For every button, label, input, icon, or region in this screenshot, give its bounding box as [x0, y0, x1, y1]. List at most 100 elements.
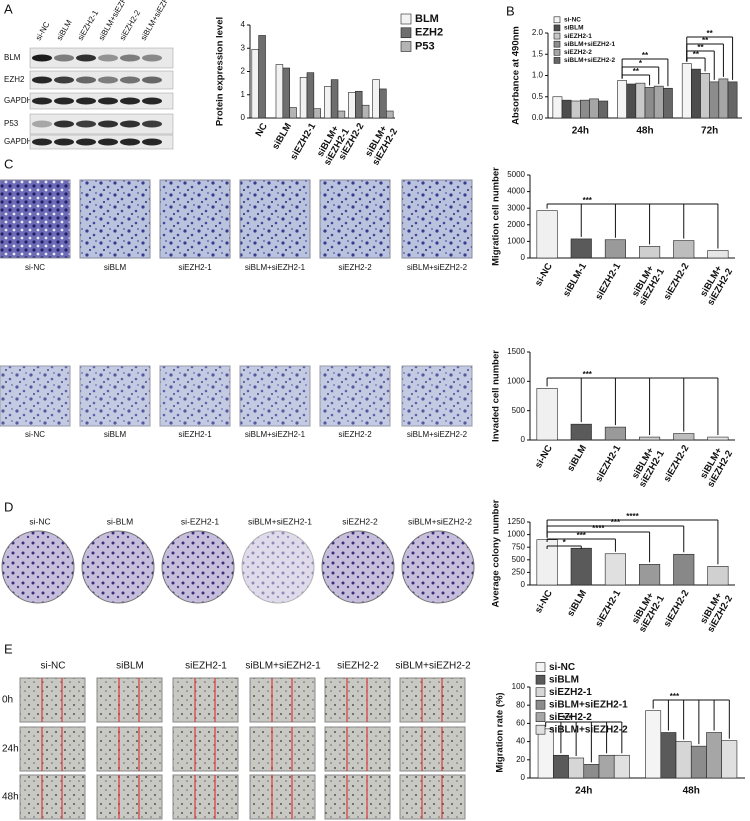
- bar: [552, 754, 569, 779]
- colony-plate: [81, 530, 155, 604]
- legend-label: siBLM+siEZH2-2: [549, 724, 628, 735]
- x-tick-label: siBLM+ siEZH2-2: [696, 443, 735, 489]
- y-tick-label: 1: [241, 90, 246, 99]
- bar: [644, 87, 655, 119]
- y-tick-label: 0: [521, 580, 526, 589]
- invasion-image: [401, 365, 473, 427]
- migration-image: [79, 179, 151, 259]
- column-label: siBLM: [116, 661, 144, 672]
- bar: [568, 757, 585, 779]
- blot-band: [32, 76, 52, 84]
- x-tick-label: si-NC: [533, 261, 555, 288]
- blot-band: [54, 138, 74, 146]
- bar: [355, 90, 363, 119]
- y-axis-label: Migration rate (%): [495, 692, 506, 772]
- y-tick-label: 500: [512, 555, 526, 564]
- plate-label: siBLM+siEZH2-2: [408, 516, 472, 526]
- invasion-image: [239, 365, 311, 427]
- wound-image: [249, 774, 316, 820]
- bar: [598, 100, 609, 119]
- blot-band: [32, 120, 52, 128]
- bar: [663, 87, 673, 119]
- x-tick-label: 48h: [683, 786, 700, 797]
- bar: [583, 764, 600, 779]
- y-axis-label: Migration cell number: [491, 167, 502, 266]
- legend-swatch: [553, 24, 561, 32]
- colony-plate: [321, 530, 395, 604]
- invasion-image: [319, 365, 391, 427]
- y-tick-label: 4000: [507, 187, 525, 196]
- legend-swatch: [553, 16, 561, 24]
- bar: [361, 104, 370, 119]
- image-label: siBLM: [104, 430, 127, 439]
- sig-label: **: [642, 51, 649, 60]
- blot-band: [120, 76, 140, 84]
- legend-swatch: [553, 32, 561, 40]
- bar: [570, 423, 592, 441]
- y-tick-label: 2.0: [532, 28, 544, 37]
- x-tick-label: siEZH2-2: [662, 588, 692, 629]
- wound-image: [172, 774, 239, 820]
- bar: [706, 732, 723, 779]
- band-label: P53: [4, 119, 19, 128]
- bar: [258, 35, 266, 119]
- wound-image: [399, 677, 466, 723]
- sig-label: ***: [562, 714, 572, 723]
- blot-band: [32, 54, 52, 62]
- legend-swatch: [553, 57, 561, 64]
- x-tick-label: siBLM+ siEZH2-1: [628, 261, 667, 308]
- bar: [306, 72, 315, 119]
- sig-label: ***: [611, 518, 621, 527]
- column-label: siEZH2-1: [185, 661, 227, 672]
- blot-band: [76, 76, 96, 84]
- wound-image: [249, 726, 316, 772]
- legend-label: siBLM: [564, 25, 584, 32]
- band-label: GAPDH: [4, 96, 33, 105]
- legend-swatch: [535, 674, 546, 685]
- blot-band: [54, 76, 74, 84]
- bar: [660, 732, 677, 779]
- y-tick-label: 100: [512, 682, 526, 691]
- image-label: siEZH2-2: [338, 263, 372, 272]
- legend-label: si-NC: [549, 662, 575, 673]
- bar: [580, 99, 590, 119]
- x-tick-label: siBLM+ siEZH2-2: [696, 261, 735, 307]
- column-label: siBLM+siEZH2-1: [245, 661, 321, 672]
- wound-image: [19, 726, 86, 772]
- bar: [552, 96, 563, 119]
- x-tick-label: siEZH2-1: [593, 443, 623, 484]
- bar: [709, 81, 720, 119]
- blot-band: [142, 76, 162, 84]
- bar: [324, 86, 332, 119]
- wound-image: [172, 677, 239, 723]
- invasion-image: [79, 365, 151, 427]
- bar: [613, 754, 630, 779]
- x-tick-label: siEZH2-1: [593, 588, 623, 629]
- blot-band: [76, 120, 96, 128]
- x-tick-label: siBLM+ siEZH2-1: [628, 588, 667, 635]
- image-label: siBLM+siEZH2-2: [407, 430, 468, 439]
- x-tick-label: NC: [253, 121, 269, 139]
- y-axis-label: Protein expression level: [215, 17, 226, 126]
- x-tick-label: siBLM: [565, 588, 589, 618]
- bar: [675, 741, 692, 779]
- y-axis-label: Absorbance at 490nm: [511, 26, 522, 125]
- column-label: si-NC: [41, 661, 66, 672]
- y-tick-label: 4: [241, 20, 246, 29]
- legend-swatch: [535, 699, 546, 710]
- blot-band: [142, 97, 162, 105]
- image-label: siEZH2-1: [178, 263, 212, 272]
- y-tick-label: 40: [516, 737, 525, 746]
- sig-label: **: [707, 29, 714, 38]
- legend-label: siEZH2-1: [564, 33, 592, 40]
- y-tick-label: 0: [521, 435, 526, 444]
- image-label: siBLM+siEZH2-1: [245, 430, 306, 439]
- bar: [348, 92, 356, 119]
- bar: [639, 436, 661, 441]
- sig-label: ***: [577, 531, 587, 540]
- y-tick-label: 1.5: [532, 49, 544, 58]
- wound-image: [249, 677, 316, 723]
- bar: [589, 98, 599, 119]
- blot-strip: [29, 47, 174, 69]
- bar: [337, 110, 346, 119]
